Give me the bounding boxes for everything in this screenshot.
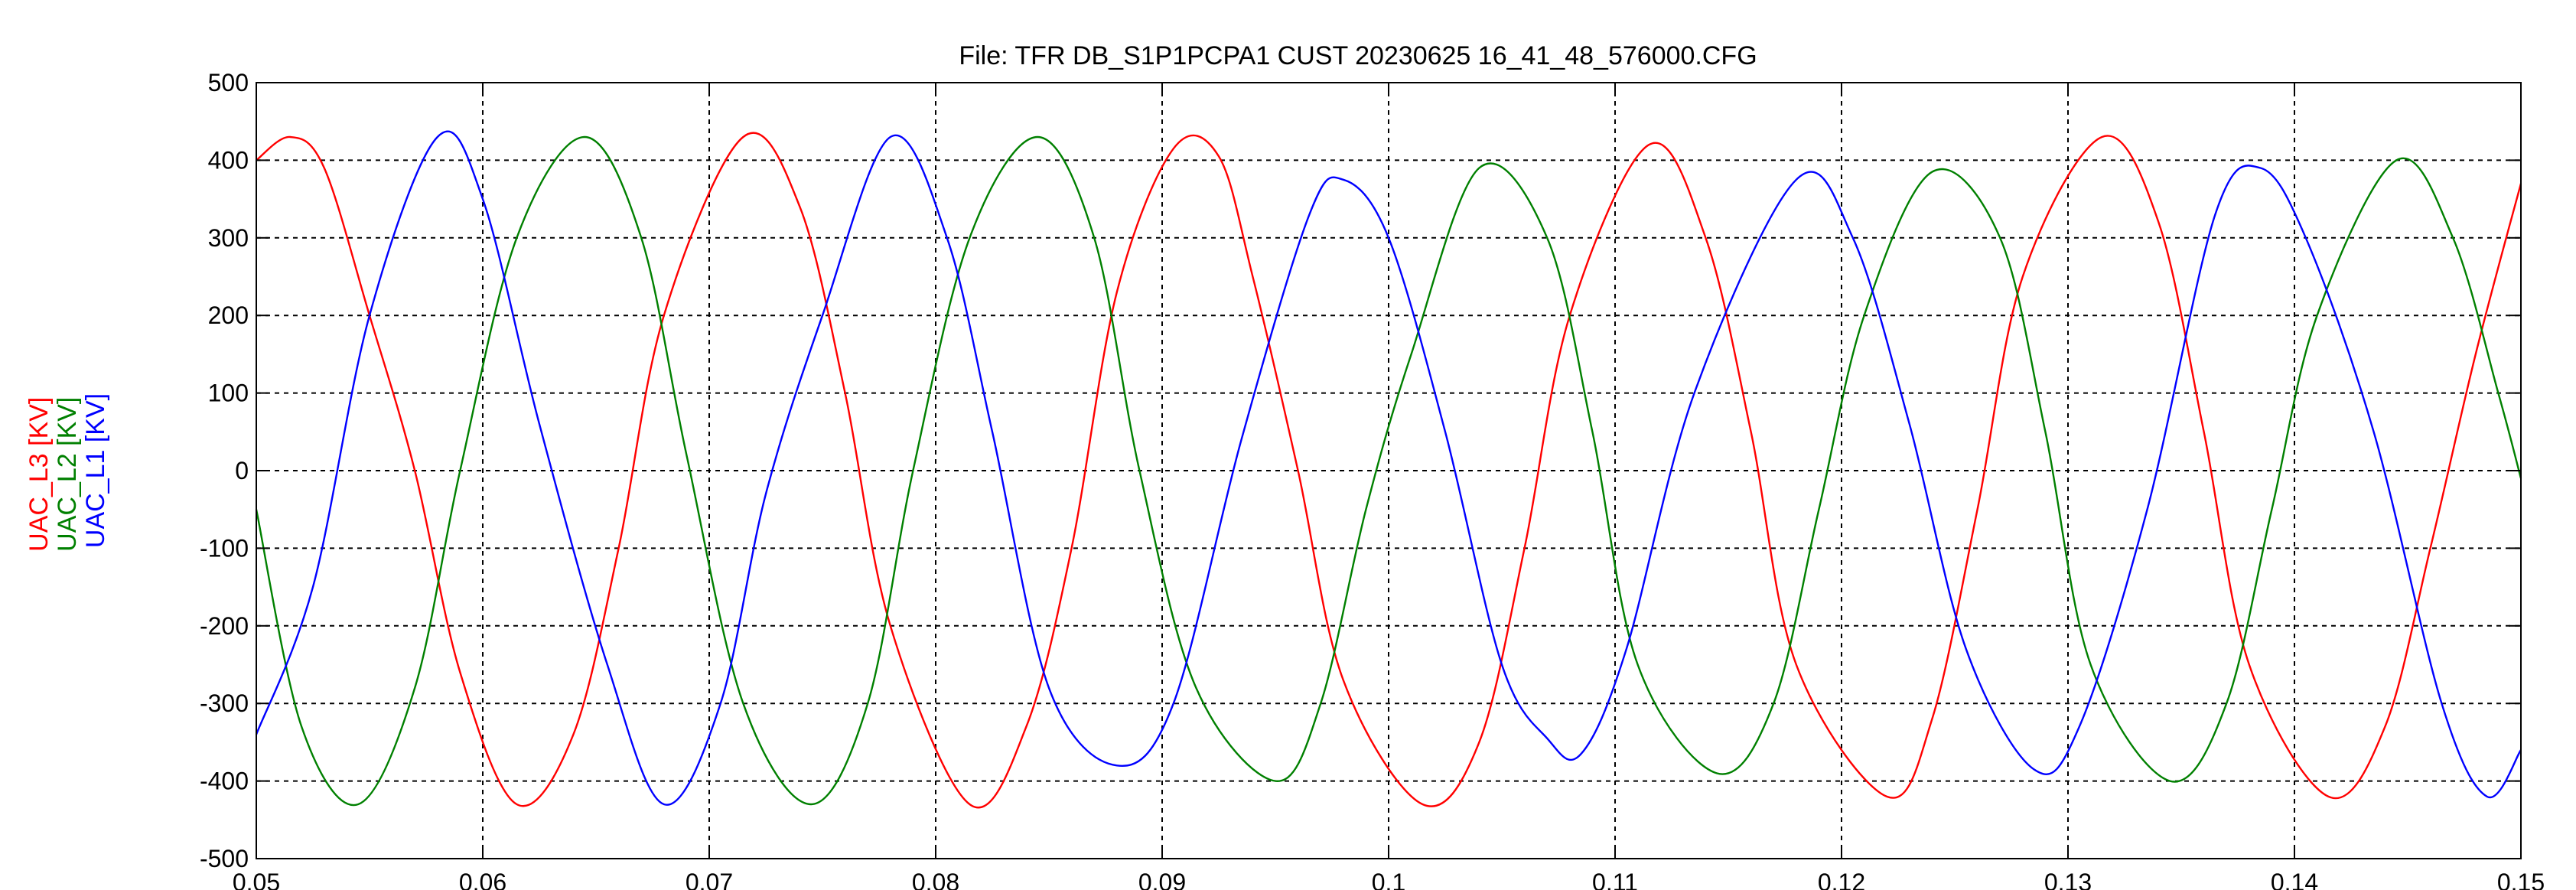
y-tick-label: -100: [200, 534, 249, 562]
series-lines: [255, 130, 2522, 809]
x-tick-label: 0.09: [1138, 869, 1186, 890]
x-tick-label: 0.15: [2497, 869, 2545, 890]
series-line: [255, 135, 2522, 807]
x-tick-label: 0.05: [233, 869, 280, 890]
y-tick-label: 0: [235, 457, 249, 484]
y-tick-label: 100: [208, 380, 249, 407]
x-tick-label: 0.13: [2044, 869, 2092, 890]
axis-ticks: 0.05 0.06 0.07 0.08 0.09 0.1 0.11 0.12 0.13 0.14 0…: [200, 69, 2545, 890]
x-tick-label: 0.11: [1592, 869, 1638, 890]
y-tick-label: -400: [200, 768, 249, 795]
x-tick-label: 0.12: [1818, 869, 1865, 890]
y-tick-label: 500: [208, 69, 249, 96]
x-tick-label: 0.14: [2271, 869, 2318, 890]
y-tick-label: 300: [208, 224, 249, 252]
y-tick-label: 200: [208, 302, 249, 329]
y-tick-label: -300: [200, 690, 249, 717]
x-tick-label: 0.06: [459, 869, 506, 890]
series-line: [256, 132, 2522, 809]
x-tick-label: 0.08: [912, 869, 959, 890]
x-tick-label: 0.1: [1372, 869, 1405, 890]
y-axis-label: UAC_L3 [KV] UAC_L2 [KV] UAC_L1 [KV]: [24, 390, 110, 552]
series-line: [255, 130, 2522, 806]
y-tick-label: 400: [208, 146, 249, 174]
x-tick-label: 0.07: [686, 869, 733, 890]
ylabel-l3: UAC_L3 [KV]: [24, 397, 54, 552]
chart-title: File: TFR DB_S1P1PCPA1 CUST 20230625 16_…: [959, 41, 1757, 70]
ylabel-l2: UAC_L2 [KV]: [53, 397, 82, 552]
svg-text:UAC_L3 [KV] UAC_L2 [KV]: UAC_L3 [KV] UAC_L2 [KV] UAC_L1 [KV]: [24, 390, 110, 552]
ylabel-l1: UAC_L1 [KV]: [81, 393, 110, 548]
y-tick-label: -200: [200, 612, 249, 640]
y-tick-label: -500: [200, 845, 249, 872]
